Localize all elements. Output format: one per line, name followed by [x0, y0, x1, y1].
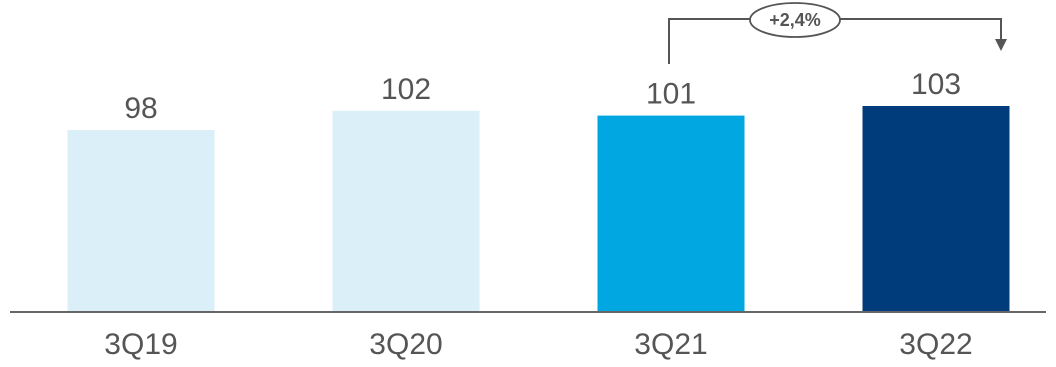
growth-badge	[749, 2, 841, 38]
bar-3q21	[597, 115, 745, 313]
bar-3q20	[332, 110, 480, 312]
category-label-3q21: 3Q21	[634, 328, 707, 361]
value-label-3q20: 102	[381, 73, 431, 106]
category-label-3q20: 3Q20	[369, 328, 442, 361]
bars-layer	[67, 106, 1010, 313]
growth-arrowhead	[995, 39, 1007, 51]
category-label-3q19: 3Q19	[104, 328, 177, 361]
growth-label: +2,4%	[769, 10, 821, 30]
bar-3q22	[862, 106, 1010, 312]
bar-3q19	[67, 129, 215, 312]
growth-annotation: +2,4%	[668, 2, 1007, 64]
labels-layer: 98 3Q19 102 3Q20 101 3Q21 103 3Q22	[104, 68, 972, 361]
value-label-3q22: 103	[911, 68, 961, 101]
category-label-3q22: 3Q22	[899, 328, 972, 361]
value-label-3q19: 98	[124, 92, 157, 125]
value-label-3q21: 101	[646, 78, 696, 111]
